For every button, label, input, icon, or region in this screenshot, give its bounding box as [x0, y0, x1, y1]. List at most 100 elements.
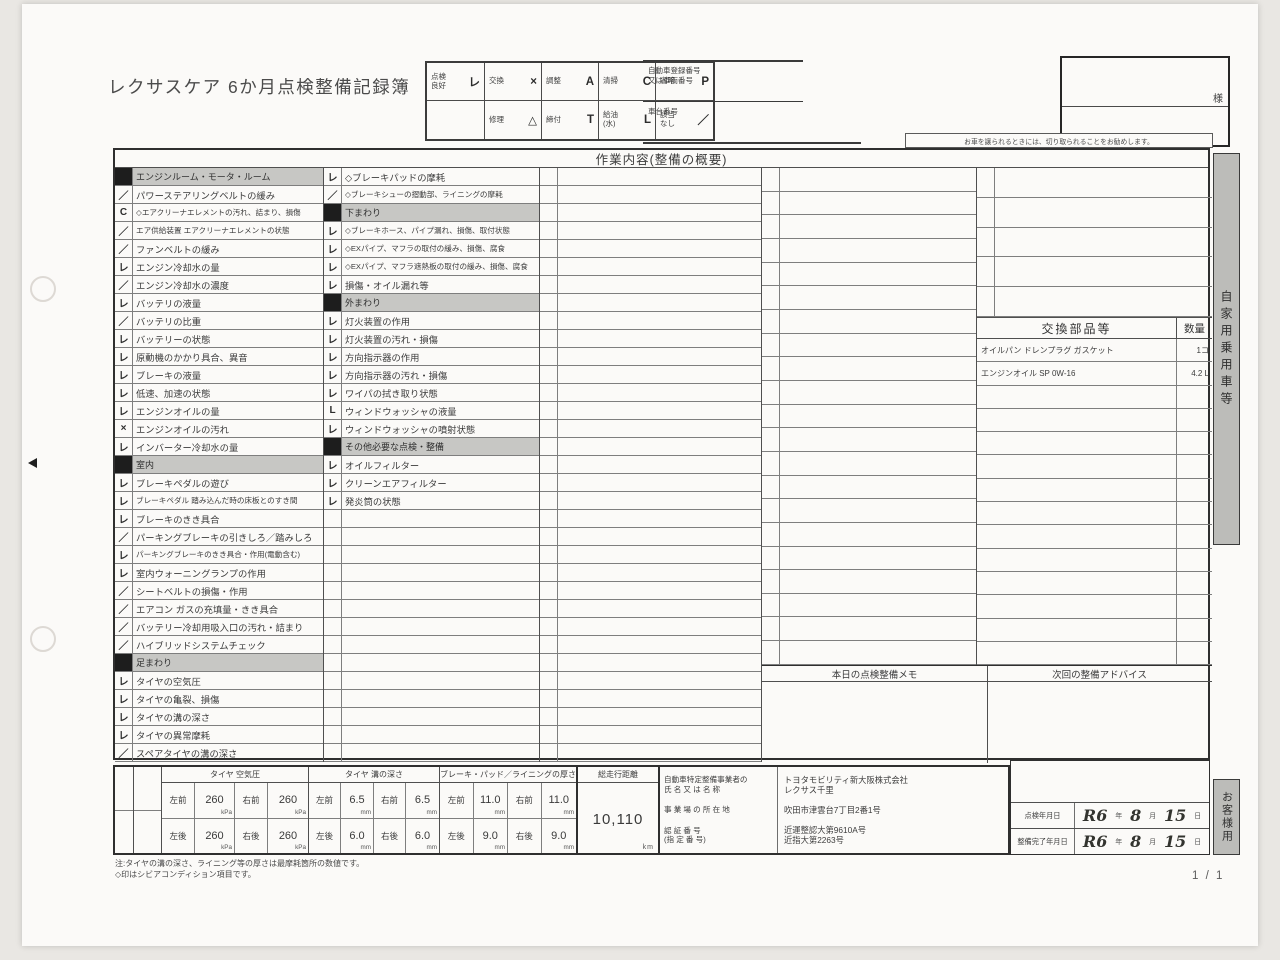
checklist-row	[540, 204, 761, 222]
part-name	[977, 502, 1177, 525]
checklist-row: ／ハイブリッドシステムチェック	[115, 636, 323, 654]
legend-cell: 省略 P	[656, 63, 713, 101]
result-mark: レ	[115, 690, 133, 707]
item-label: ◇ブレーキホース、パイプ漏れ、損傷、取付状態	[345, 226, 511, 235]
result-mark	[540, 510, 558, 527]
item-label: ブレーキの液量	[136, 370, 202, 381]
checklist-row	[540, 348, 761, 366]
item-label	[558, 708, 761, 725]
result-mark	[540, 690, 558, 707]
result-mark	[540, 204, 558, 221]
checklist-row	[762, 380, 976, 405]
measurement-groups: タイヤ 空気圧 左前 260 kPa 右前 260 kPa 左後 260 kPa 右後 260 kPa タ…	[162, 767, 576, 853]
measurement-value: 260 kPa	[195, 783, 235, 818]
item-label	[558, 402, 761, 419]
result-mark: レ	[115, 258, 133, 275]
date-label: 点検年月日	[1011, 803, 1075, 828]
result-mark: レ	[115, 672, 133, 689]
parts-rows: オイルパン ドレンプラグ ガスケット 1コ エンジンオイル SP 0W-16 4.2 …	[977, 339, 1212, 665]
handwritten-date-value: 15	[1163, 832, 1187, 851]
result-mark	[762, 475, 780, 499]
measurement-group: タイヤ 空気圧 左前 260 kPa 右前 260 kPa 左後 260 kPa 右後 260 kPa	[162, 767, 309, 853]
checklist-row: レウィンドウォッシャの噴射状態	[324, 420, 539, 438]
item-label	[995, 198, 1212, 227]
checklist-row	[762, 546, 976, 571]
section-header-label: 下まわり	[342, 204, 539, 221]
legend-mark: L	[643, 114, 651, 126]
item-label	[995, 168, 1212, 197]
result-mark	[540, 312, 558, 329]
item-label	[342, 744, 539, 761]
result-mark: レ	[324, 474, 342, 491]
date-label: 整備完了年月日	[1011, 829, 1075, 854]
result-mark	[540, 744, 558, 761]
name-underline	[1062, 106, 1228, 107]
result-mark: レ	[324, 168, 342, 185]
wheel-position-label: 右後	[374, 818, 406, 853]
result-mark: レ	[115, 348, 133, 365]
measurement-value: 11.0 mm	[548, 794, 574, 816]
result-mark	[762, 286, 780, 309]
measurement-value: 11.0 mm	[474, 783, 508, 818]
item-label	[558, 618, 761, 635]
legend-cell: 調整 A	[542, 63, 599, 101]
item-label	[558, 420, 761, 437]
result-mark	[762, 617, 780, 641]
checklist-row	[540, 564, 761, 582]
wheel-position-label: 左前	[440, 783, 474, 818]
item-label: タイヤの異常摩耗	[136, 730, 211, 741]
footnotes: 注:タイヤの溝の深さ、ライニング等の厚さは最摩耗箇所の数値です。 ◇印はシビアコ…	[115, 859, 365, 880]
legend-label: 調整	[546, 76, 561, 86]
checklist-row	[762, 522, 976, 547]
part-qty	[1177, 549, 1212, 571]
result-mark	[324, 564, 342, 581]
measurement-row: 左後 6.0 mm 右後 6.0 mm	[309, 818, 439, 853]
checklist-row: レタイヤの空気圧	[115, 672, 323, 690]
date-row: 点検年月日 R6 年 8 月 15 日	[1011, 802, 1209, 828]
item-label	[342, 546, 539, 563]
checklist-row	[540, 366, 761, 384]
checklist-row	[540, 276, 761, 294]
measurement-value: 6.5 mm	[414, 794, 437, 816]
measurement-row: 左後 260 kPa 右後 260 kPa	[162, 818, 308, 853]
result-mark: レ	[324, 420, 342, 437]
checklist-row	[324, 564, 539, 582]
item-label	[558, 582, 761, 599]
item-label: クリーンエアフィルター	[345, 478, 447, 489]
parts-row	[977, 525, 1212, 549]
item-label	[780, 547, 976, 570]
result-mark: レ	[115, 474, 133, 491]
odometer-label: 総走行距離	[578, 767, 658, 783]
result-mark	[540, 528, 558, 545]
checklist-row	[540, 618, 761, 636]
item-label: バッテリの比重	[136, 316, 202, 327]
result-mark	[762, 641, 780, 664]
shop-labels: 自動車特定整備事業者の 氏 名 又 は 名 称 事 業 場 の 所 在 地 認 …	[660, 767, 778, 853]
measurement-table: タイヤ 空気圧 左前 260 kPa 右前 260 kPa 左後 260 kPa 右後 260 kPa タ…	[113, 765, 578, 855]
result-mark	[324, 582, 342, 599]
result-mark: ／	[115, 618, 133, 635]
item-label: 灯火装置の汚れ・損傷	[345, 334, 438, 345]
checklist-row: レ方向指示器の作用	[324, 348, 539, 366]
part-name	[977, 455, 1177, 478]
checklist-row: ／エアコン ガスの充填量・きき具合	[115, 600, 323, 618]
checklist-row	[324, 510, 539, 528]
checklist-row	[540, 690, 761, 708]
legend-mark: ／	[697, 115, 710, 127]
checklist-row: レ原動機のかかり具合、異音	[115, 348, 323, 366]
section-header-row: 室内	[115, 456, 323, 474]
result-mark: レ	[115, 330, 133, 347]
result-mark	[762, 238, 780, 262]
checklist-row	[540, 492, 761, 510]
result-mark	[977, 227, 995, 257]
item-label: バッテリーの状態	[136, 334, 211, 345]
result-mark	[762, 215, 780, 238]
section-header-row: その他必要な点検・整備	[324, 438, 539, 456]
result-mark	[977, 168, 995, 197]
result-mark	[324, 528, 342, 545]
checklist-row	[540, 402, 761, 420]
item-label	[342, 636, 539, 653]
result-mark: レ	[324, 240, 342, 257]
checklist-column-1: エンジンルーム・モータ・ルーム／パワーステアリングベルトの緩み C ◇エアクリーナエ…	[115, 168, 324, 762]
